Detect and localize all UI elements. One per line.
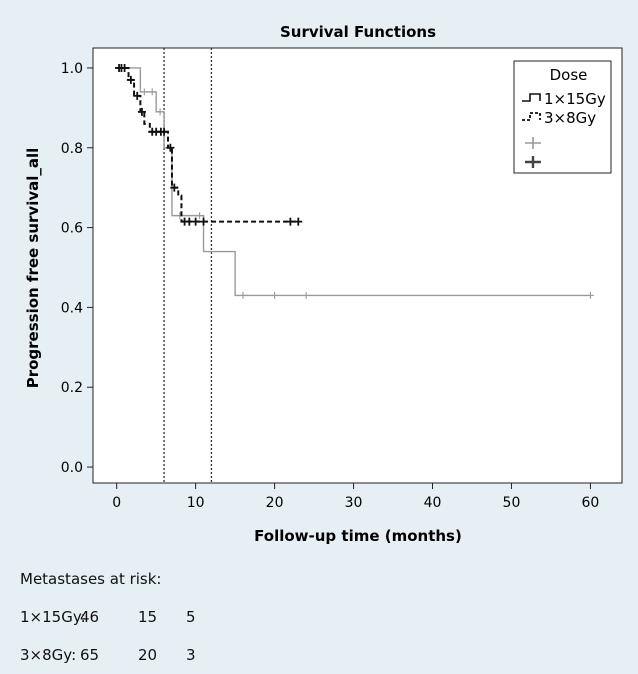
censor-mark-2 bbox=[286, 217, 295, 226]
y-axis-label: Progression free survival_all bbox=[24, 148, 42, 389]
censor-mark-1 bbox=[140, 88, 148, 96]
x-tick-label: 50 bbox=[503, 495, 521, 511]
censor-mark-1 bbox=[156, 108, 164, 116]
censor-mark-1 bbox=[196, 212, 204, 220]
risk-value: 65 bbox=[80, 646, 100, 664]
y-tick-label: 0.6 bbox=[61, 221, 83, 237]
risk-value: 20 bbox=[138, 646, 158, 664]
censor-mark-2 bbox=[166, 143, 175, 152]
y-tick-label: 1.0 bbox=[61, 61, 83, 77]
censor-mark-1 bbox=[271, 291, 279, 299]
censor-mark-2 bbox=[133, 91, 142, 100]
legend-entry-2: 3×8Gy bbox=[544, 109, 596, 127]
censor-mark-2 bbox=[199, 217, 208, 226]
risk-row-label: 1×15Gy: bbox=[20, 608, 86, 626]
legend-title: Dose bbox=[550, 66, 588, 84]
x-tick-label: 40 bbox=[424, 495, 442, 511]
y-tick-label: 0.4 bbox=[61, 300, 83, 316]
risk-row-label: 3×8Gy: bbox=[20, 646, 77, 664]
legend-entry-1: 1×15Gy bbox=[544, 90, 606, 108]
censor-mark-1 bbox=[148, 88, 156, 96]
censor-mark-1 bbox=[302, 291, 310, 299]
x-axis-label: Follow-up time (months) bbox=[254, 527, 462, 545]
risk-value: 46 bbox=[80, 608, 100, 626]
x-tick-label: 10 bbox=[187, 495, 205, 511]
survival-chart: Survival Functions Progression free surv… bbox=[24, 23, 623, 545]
risk-value: 5 bbox=[186, 608, 196, 626]
legend-censor-icon-2 bbox=[525, 156, 541, 168]
legend-swatch-1 bbox=[522, 93, 541, 102]
y-tick-label: 0.8 bbox=[61, 141, 83, 157]
y-tick-label: 0.2 bbox=[61, 380, 83, 396]
censor-mark-1 bbox=[586, 291, 594, 299]
legend-censor-icon-1 bbox=[525, 137, 541, 149]
censor-mark-2 bbox=[120, 63, 129, 72]
x-tick-label: 20 bbox=[266, 495, 284, 511]
chart-title: Survival Functions bbox=[280, 23, 436, 41]
series-line-2 bbox=[116, 66, 299, 223]
x-tick-label: 0 bbox=[112, 495, 121, 511]
risk-value: 15 bbox=[138, 608, 158, 626]
censor-mark-2 bbox=[160, 127, 169, 136]
censor-mark-2 bbox=[170, 183, 179, 192]
x-tick-label: 60 bbox=[582, 495, 600, 511]
legend-swatch-2 bbox=[522, 112, 541, 121]
x-tick-label: 30 bbox=[345, 495, 363, 511]
censor-mark-1 bbox=[239, 291, 247, 299]
censor-mark-2 bbox=[137, 107, 146, 116]
risk-value: 3 bbox=[186, 646, 196, 664]
censor-mark-2 bbox=[191, 217, 200, 226]
censor-mark-2 bbox=[294, 217, 303, 226]
risk-table-heading: Metastases at risk: bbox=[20, 570, 162, 588]
y-tick-label: 0.0 bbox=[61, 460, 83, 476]
censor-mark-2 bbox=[126, 75, 135, 84]
